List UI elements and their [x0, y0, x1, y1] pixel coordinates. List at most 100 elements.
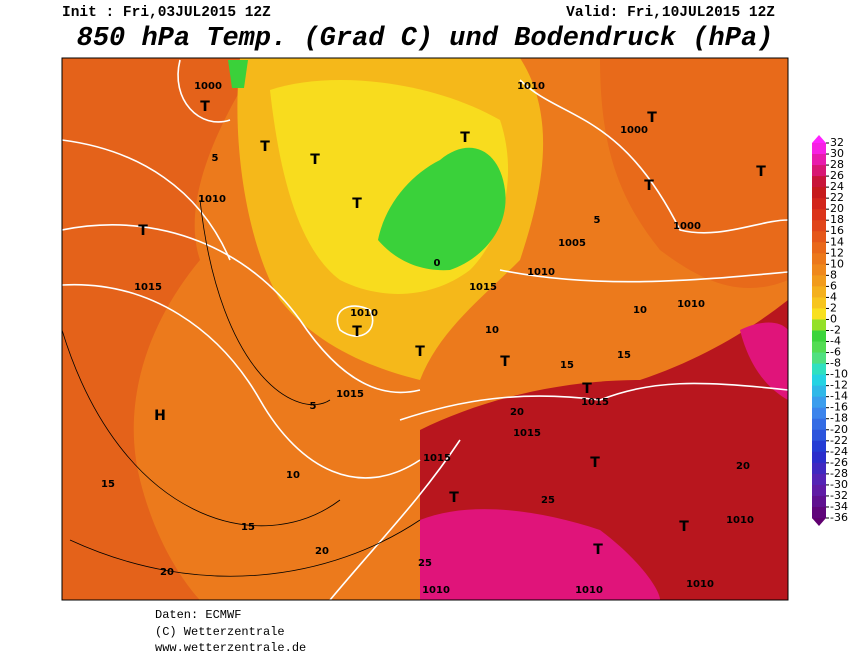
- colorbar-label: 2: [830, 301, 837, 314]
- colorbar-label: -22: [830, 434, 848, 447]
- contour-label: 1015: [423, 453, 451, 464]
- contour-label: 20: [510, 407, 524, 418]
- map: 1000TT51010T1015H510152020151010T1015TT0…: [62, 58, 788, 600]
- colorbar-segment: [812, 341, 826, 354]
- colorbar-segment: [812, 286, 826, 298]
- pressure-center: T: [500, 354, 510, 370]
- copyright: (C) Wetterzentrale: [155, 625, 285, 639]
- colorbar-segment: [812, 220, 826, 232]
- colorbar-label: 6: [830, 279, 837, 292]
- colorbar-label: 32: [830, 136, 844, 149]
- pressure-center: T: [590, 455, 600, 471]
- colorbar-segment: [812, 143, 826, 155]
- contour-label: 15: [617, 350, 631, 361]
- contour-label: 1000: [673, 221, 701, 232]
- colorbar-label: 28: [830, 158, 844, 171]
- init-time: Init : Fri,03JUL2015 12Z: [62, 5, 271, 21]
- pressure-center: T: [582, 381, 592, 397]
- colorbar-segment: [812, 484, 826, 497]
- colorbar-label: -6: [830, 346, 841, 359]
- colorbar-segment: [812, 198, 826, 210]
- colorbar-label: -36: [830, 511, 848, 524]
- colorbar-segment: [812, 209, 826, 221]
- pressure-center: T: [415, 344, 425, 360]
- map-frame: [61, 57, 789, 601]
- colorbar-segment: [812, 176, 826, 188]
- contour-label: 0: [434, 258, 441, 269]
- contour-label: 1010: [517, 81, 545, 92]
- colorbar-label: -16: [830, 401, 848, 414]
- colorbar-segment: [812, 506, 826, 519]
- contour-label: 1010: [527, 267, 555, 278]
- contour-label: 1005: [558, 238, 586, 249]
- contour-label: 15: [560, 360, 574, 371]
- contour-label: 20: [160, 567, 174, 578]
- contour-label: 1015: [469, 282, 497, 293]
- contour-label: 10: [633, 305, 647, 316]
- colorbar-segment: [812, 308, 826, 320]
- colorbar-segment: [812, 231, 826, 243]
- colorbar-label: 30: [830, 147, 844, 160]
- contour-label: 1015: [336, 389, 364, 400]
- colorbar-segment: [812, 440, 826, 453]
- pressure-center: T: [756, 164, 766, 180]
- colorbar-segment: [812, 297, 826, 309]
- contour-label: 1000: [620, 125, 648, 136]
- colorbar-segment: [812, 473, 826, 486]
- colorbar-label: 14: [830, 235, 844, 248]
- colorbar-label: 18: [830, 213, 844, 226]
- colorbar-label: -12: [830, 379, 848, 392]
- colorbar-segment: [812, 363, 826, 376]
- colorbar-segment: [812, 187, 826, 199]
- colorbar-label: -28: [830, 467, 848, 480]
- colorbar-label: 22: [830, 191, 844, 204]
- data-source: Daten: ECMWF: [155, 608, 241, 622]
- colorbar-segment: [812, 385, 826, 398]
- colorbar-label: 8: [830, 268, 837, 281]
- colorbar-label: -14: [830, 390, 848, 403]
- colorbar-segment: [812, 275, 826, 287]
- colorbar-segment: [812, 374, 826, 387]
- contour-label: 10: [286, 470, 300, 481]
- colorbar-label: -26: [830, 456, 848, 469]
- contour-label: 20: [315, 546, 329, 557]
- colorbar-segment: [812, 319, 826, 331]
- colorbar-label: 4: [830, 290, 837, 303]
- colorbar-label: 10: [830, 257, 844, 270]
- colorbar-label: -30: [830, 478, 848, 491]
- contour-label: 25: [541, 495, 555, 506]
- contour-label: 1010: [198, 194, 226, 205]
- colorbar-segment: [812, 429, 826, 442]
- contour-label: 10: [485, 325, 499, 336]
- website: www.wetterzentrale.de: [155, 641, 306, 655]
- colorbar-label: -34: [830, 500, 848, 513]
- contour-label: 5: [310, 401, 317, 412]
- pressure-center: T: [138, 223, 148, 239]
- colorbar-segment: [812, 495, 826, 508]
- map-title: 850 hPa Temp. (Grad C) und Bodendruck (h…: [77, 24, 774, 54]
- contour-label: 1010: [686, 579, 714, 590]
- contour-label: 5: [594, 215, 601, 226]
- pressure-center: T: [352, 196, 362, 212]
- colorbar-label: -24: [830, 445, 848, 458]
- colorbar-label: 12: [830, 246, 844, 259]
- colorbar-segment: [812, 330, 826, 343]
- pressure-center: H: [154, 408, 166, 424]
- colorbar-label: -18: [830, 412, 848, 425]
- pressure-center: T: [352, 324, 362, 340]
- contour-label: 1015: [134, 282, 162, 293]
- pressure-center: T: [449, 490, 459, 506]
- colorbar-cap: [812, 135, 826, 143]
- contour-label: 1010: [422, 585, 450, 596]
- colorbar-label: -20: [830, 423, 848, 436]
- colorbar-cap: [812, 518, 826, 526]
- colorbar-label: -2: [830, 324, 841, 337]
- contour-label: 5: [212, 153, 219, 164]
- valid-time: Valid: Fri,10JUL2015 12Z: [566, 5, 775, 21]
- colorbar-label: 24: [830, 180, 844, 193]
- pressure-center: T: [647, 110, 657, 126]
- pressure-center: T: [310, 152, 320, 168]
- colorbar-segment: [812, 396, 826, 409]
- colorbar-label: -32: [830, 489, 848, 502]
- colorbar-label: -10: [830, 368, 848, 381]
